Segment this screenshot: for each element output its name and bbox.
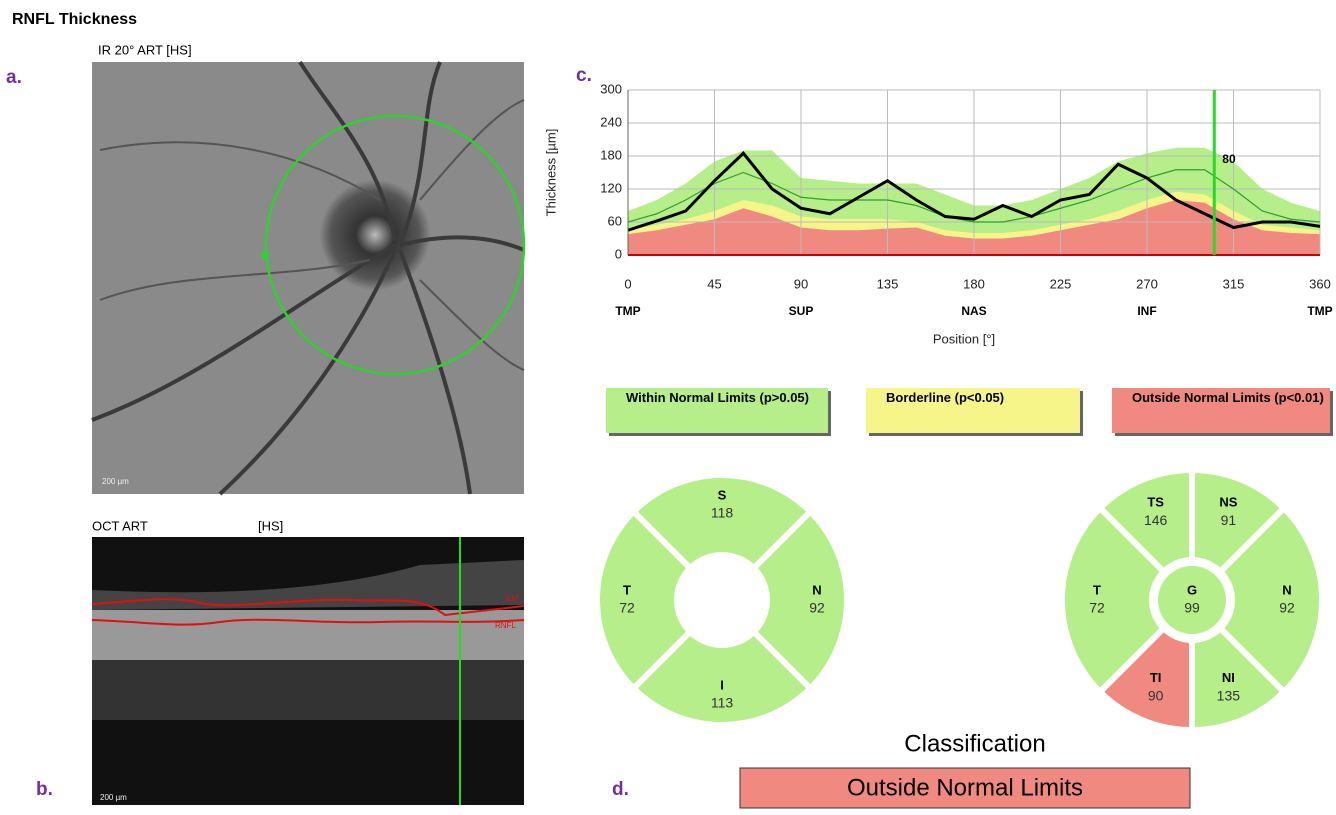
classification-title: Classification	[904, 730, 1045, 757]
sector-value: 99	[1184, 600, 1200, 616]
sector-name: N	[1282, 582, 1291, 597]
ir-image: 200 µm	[91, 60, 526, 496]
sector-value: 72	[1089, 600, 1105, 616]
sector-label: TMP	[615, 304, 640, 318]
legend-text: Within Normal Limits (p>0.05)	[626, 390, 809, 405]
x-tick-label: 270	[1136, 276, 1158, 291]
sector-value: 72	[619, 600, 635, 616]
sector-label: INF	[1137, 304, 1156, 318]
y-tick-label: 120	[600, 180, 622, 195]
sector-name: TI	[1150, 670, 1162, 685]
sector-value: 92	[809, 600, 825, 616]
sector-label: NAS	[961, 304, 986, 318]
legend-text: Borderline (p<0.05)	[886, 390, 1005, 405]
sector	[1158, 566, 1226, 634]
sector-value: 146	[1144, 512, 1168, 528]
sector-value: 118	[711, 505, 734, 521]
legend-box	[606, 388, 828, 433]
sector-value: 91	[1221, 512, 1237, 528]
sector-name: TS	[1147, 495, 1164, 510]
layer-label: ILM	[505, 594, 519, 603]
sector-name: T	[1093, 582, 1101, 597]
y-tick-label: 180	[600, 147, 622, 162]
y-tick-label: 240	[600, 114, 622, 129]
x-tick-label: 135	[877, 276, 899, 291]
legend-box	[1112, 388, 1330, 433]
sector	[1189, 624, 1289, 734]
sector-name: G	[1187, 582, 1197, 597]
sector	[1095, 466, 1195, 576]
sector-value: 92	[1279, 600, 1295, 616]
panel-label: a.	[6, 67, 22, 88]
title: RNFL Thickness	[12, 11, 137, 28]
sector	[1095, 624, 1195, 734]
sector-label: TMP	[1307, 304, 1332, 318]
layer-label: RNFL	[495, 621, 516, 630]
scale-label: 200 µm	[102, 477, 129, 486]
legend-text-box: Outside Normal Limits (p<0.01)	[1132, 390, 1324, 405]
sector-name: N	[812, 582, 821, 597]
sector-label: SUP	[789, 304, 814, 318]
sector-name: S	[718, 487, 727, 502]
image-label: IR 20° ART [HS]	[98, 42, 192, 57]
sector-value: 113	[711, 695, 734, 711]
oct-image: ILM RNFL 200 µm	[91, 537, 525, 805]
sector-value: 90	[1148, 687, 1164, 703]
classification-box	[739, 767, 1191, 809]
x-tick-label: 0	[624, 276, 631, 291]
x-tick-label: 45	[707, 276, 721, 291]
center-hole	[677, 555, 767, 645]
x-tick-label: 180	[963, 276, 985, 291]
sector	[1189, 466, 1289, 576]
x-axis-label: Position [°]	[933, 331, 995, 346]
panel-label: c.	[576, 65, 592, 86]
classification-result: Outside Normal Limits	[847, 774, 1083, 801]
legend-text-box: Borderline (p<0.05)	[886, 390, 1005, 405]
sector-name: I	[720, 677, 724, 692]
legend-text: Outside Normal Limits (p<0.01)	[1132, 390, 1324, 405]
sector	[1059, 503, 1168, 697]
y-tick-label: 0	[615, 246, 622, 261]
image-label: OCT ART	[92, 518, 148, 533]
line	[627, 151, 1321, 232]
line	[627, 169, 1321, 223]
sector-value: 135	[1217, 687, 1241, 703]
legend-box	[866, 388, 1080, 433]
panel-label: b.	[36, 779, 53, 800]
image-label: [HS]	[258, 518, 283, 533]
sector-name: NI	[1222, 670, 1235, 685]
y-tick-label: 60	[608, 213, 622, 228]
scale-label: 200 µm	[100, 793, 127, 802]
x-tick-label: 225	[1050, 276, 1072, 291]
x-tick-label: 315	[1223, 276, 1245, 291]
marker-label: 80	[1222, 152, 1236, 166]
y-tick-label: 300	[600, 81, 622, 96]
y-axis-label: Thickness [µm]	[543, 129, 558, 217]
panel-label: d.	[612, 779, 629, 800]
sector-name: NS	[1219, 495, 1237, 510]
x-tick-label: 360	[1309, 276, 1331, 291]
legend-text-box: Within Normal Limits (p>0.05)	[626, 390, 809, 405]
sector-name: T	[623, 582, 631, 597]
x-tick-label: 90	[794, 276, 808, 291]
sector	[1216, 503, 1325, 697]
